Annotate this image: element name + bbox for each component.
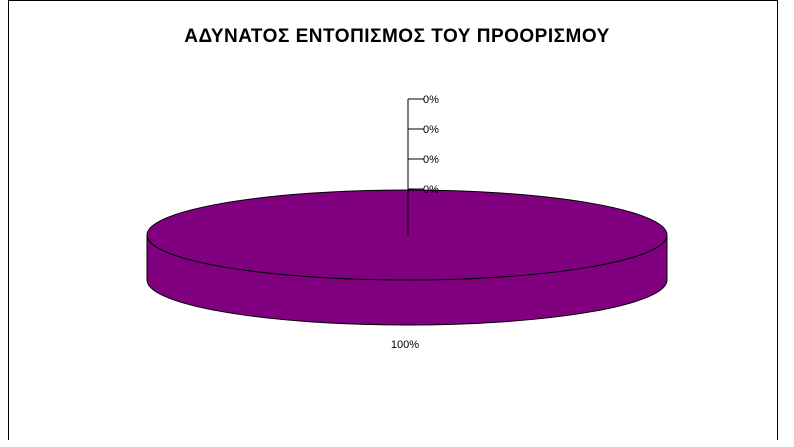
zero-slice-label: 0%	[423, 184, 439, 196]
main-slice-label: 100%	[391, 339, 419, 351]
zero-slice-label: 0%	[423, 154, 439, 166]
zero-slice-label: 0%	[423, 124, 439, 136]
zero-slice-label: 0%	[423, 94, 439, 106]
pie-slice-100	[146, 189, 668, 281]
chart-title: ΑΔΥΝΑΤΟΣ ΕΝΤΟΠΙΣΜΟΣ ΤΟΥ ΠΡΟΟΡΙΣΜΟΥ	[184, 26, 610, 47]
